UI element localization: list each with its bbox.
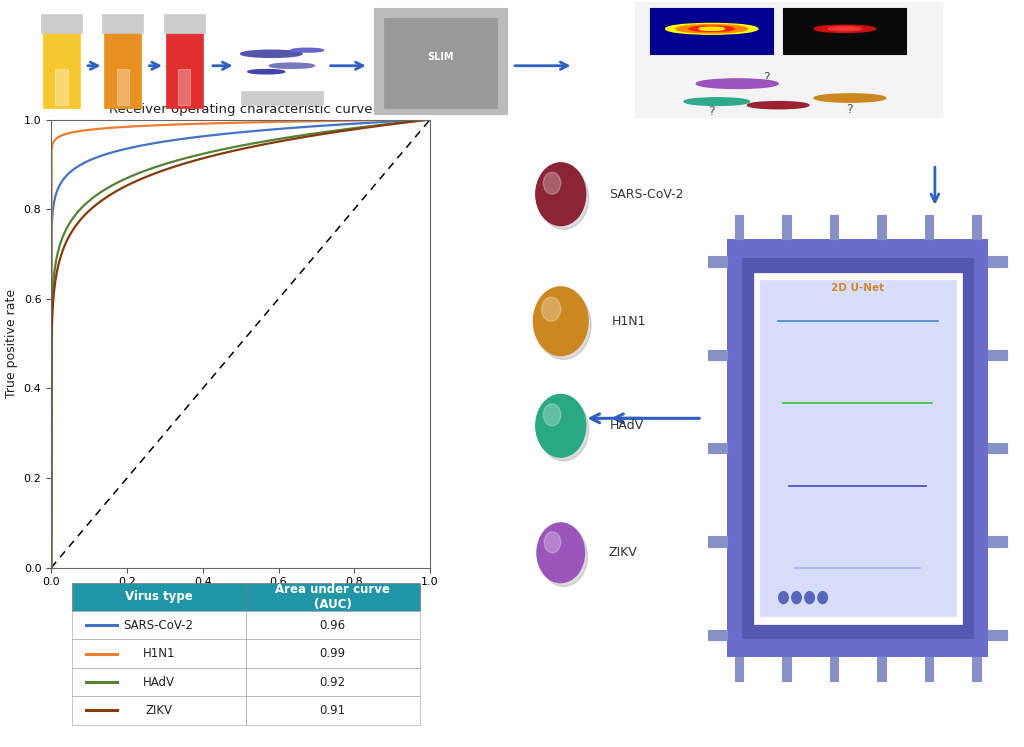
Circle shape <box>699 28 724 30</box>
Bar <box>735 215 743 239</box>
Bar <box>117 69 129 105</box>
Circle shape <box>542 297 561 321</box>
Text: ?: ? <box>763 71 769 84</box>
Bar <box>829 657 838 681</box>
Circle shape <box>696 79 778 88</box>
Circle shape <box>544 173 561 194</box>
Bar <box>241 91 323 105</box>
Bar <box>925 215 933 239</box>
Circle shape <box>684 98 750 105</box>
Circle shape <box>818 592 827 604</box>
Bar <box>783 8 906 54</box>
Bar <box>43 30 80 108</box>
Bar <box>988 256 1008 267</box>
Circle shape <box>792 592 802 604</box>
Bar <box>374 8 507 114</box>
Circle shape <box>676 25 748 33</box>
Circle shape <box>269 63 314 69</box>
Text: ZIKV: ZIKV <box>608 546 637 560</box>
Text: H1N1: H1N1 <box>611 314 646 328</box>
Circle shape <box>241 50 302 58</box>
Text: HAdV: HAdV <box>609 419 643 433</box>
Text: 2D U-Net: 2D U-Net <box>831 282 885 293</box>
Bar <box>741 258 974 639</box>
Y-axis label: True positive rate: True positive rate <box>5 289 18 398</box>
Bar <box>104 30 141 108</box>
Bar <box>727 239 988 657</box>
X-axis label: False positive rate: False positive rate <box>183 593 298 606</box>
Circle shape <box>248 69 285 74</box>
Bar <box>708 536 727 547</box>
Bar <box>178 69 190 105</box>
Bar <box>708 256 727 267</box>
Bar <box>973 657 981 681</box>
Text: SLIM: SLIM <box>427 52 454 62</box>
Bar <box>829 215 838 239</box>
Circle shape <box>828 27 861 31</box>
Bar <box>878 657 886 681</box>
Circle shape <box>814 25 876 32</box>
Circle shape <box>539 167 589 229</box>
Text: SARS-CoV-2: SARS-CoV-2 <box>609 187 684 201</box>
Bar <box>988 630 1008 640</box>
Circle shape <box>544 404 561 426</box>
Bar <box>102 14 143 34</box>
Circle shape <box>666 23 758 34</box>
Bar <box>988 350 1008 360</box>
Bar <box>41 14 82 34</box>
Bar <box>635 2 942 117</box>
Bar <box>164 14 205 34</box>
Bar <box>760 280 955 616</box>
Bar <box>878 215 886 239</box>
Bar <box>735 657 743 681</box>
Circle shape <box>536 394 586 457</box>
Circle shape <box>291 49 324 52</box>
Bar <box>782 657 791 681</box>
Bar <box>973 215 981 239</box>
Circle shape <box>534 287 588 356</box>
Bar <box>708 350 727 360</box>
Title: Receiver operating characteristic curve: Receiver operating characteristic curve <box>109 102 373 116</box>
Bar <box>754 273 962 624</box>
Circle shape <box>689 26 734 31</box>
Bar <box>988 536 1008 547</box>
Bar <box>782 215 791 239</box>
Circle shape <box>537 291 591 359</box>
Circle shape <box>539 398 589 461</box>
Bar <box>384 18 497 108</box>
Bar <box>708 443 727 453</box>
Bar <box>988 443 1008 453</box>
Text: ?: ? <box>847 103 853 117</box>
Circle shape <box>540 527 588 586</box>
Circle shape <box>536 163 586 226</box>
Bar <box>166 30 203 108</box>
Circle shape <box>537 523 585 583</box>
Circle shape <box>544 532 561 553</box>
Text: ?: ? <box>709 105 715 118</box>
Bar <box>925 657 933 681</box>
Circle shape <box>748 102 809 109</box>
Bar <box>708 630 727 640</box>
Bar <box>650 8 773 54</box>
Circle shape <box>814 94 886 102</box>
Circle shape <box>805 592 814 604</box>
Bar <box>55 69 68 105</box>
Circle shape <box>699 28 724 30</box>
Circle shape <box>778 592 788 604</box>
